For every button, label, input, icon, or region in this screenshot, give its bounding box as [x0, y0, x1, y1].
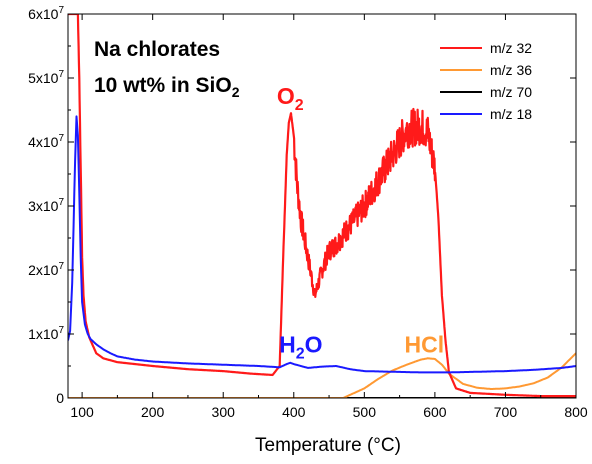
y-tick-label: 4x107 [28, 133, 64, 150]
y-tick-label: 5x107 [28, 69, 64, 86]
peak-label-tail: O [305, 331, 323, 357]
legend-label: m/z 18 [490, 106, 532, 122]
y-tick-label: 0 [56, 390, 64, 406]
x-tick-label: 100 [70, 404, 94, 420]
x-tick-label: 200 [141, 404, 165, 420]
y-tick-label-base: 3x10 [28, 198, 59, 214]
peak-label-base: O [277, 83, 295, 109]
series-line-m-z-36 [68, 352, 576, 398]
annotation-subtitle-base: 10 wt% in SiO [94, 74, 232, 97]
legend: m/z 32 m/z 36 m/z 70 m/z 18 [440, 40, 532, 122]
y-tick-label-base: 6x10 [28, 6, 59, 22]
y-tick-label-base: 4x10 [28, 134, 59, 150]
x-tick-label: 800 [564, 404, 588, 420]
y-tick-label: 6x107 [28, 5, 64, 22]
x-tick-label: 400 [282, 404, 306, 420]
y-tick-label-exponent: 7 [58, 69, 64, 80]
axes-group: 100 200 300 400 500 600 700 80001x1072x1073x107… [28, 5, 588, 420]
x-tick-label: 600 [423, 404, 447, 420]
y-tick-label-exponent: 7 [58, 261, 64, 272]
y-tick-label: 1x107 [28, 325, 64, 342]
series-group [68, 14, 576, 398]
y-tick-label-exponent: 7 [58, 325, 64, 336]
peak-label: O2 [277, 83, 304, 114]
x-tick-label: 500 [353, 404, 377, 420]
annotation-group: Na chlorates 10 wt% in SiO2 [94, 38, 240, 100]
y-tick-label: 2x107 [28, 261, 64, 278]
x-axis-label: Temperature (°C) [255, 435, 401, 456]
annotation-subtitle-subscript: 2 [232, 84, 240, 100]
y-tick-label-exponent: 7 [58, 197, 64, 208]
y-tick-label-base: 1x10 [28, 326, 59, 342]
peak-label: H2O [279, 331, 322, 362]
peak-label-base: HCl [404, 331, 444, 357]
peak-label-subscript: 2 [295, 97, 304, 114]
peak-label-subscript: 2 [296, 345, 305, 362]
y-tick-label: 3x107 [28, 197, 64, 214]
peak-label: HCl [404, 331, 444, 357]
x-tick-label: 300 [212, 404, 236, 420]
legend-label: m/z 32 [490, 40, 532, 56]
y-tick-label-base: 5x10 [28, 70, 59, 86]
series-line-m-z-18 [68, 115, 576, 374]
annotation-title: Na chlorates [94, 38, 220, 61]
x-tick-label: 700 [494, 404, 518, 420]
y-tick-label-exponent: 7 [58, 5, 64, 16]
y-tick-label-base: 2x10 [28, 262, 59, 278]
legend-label: m/z 36 [490, 62, 532, 78]
series-line-m-z-32 [68, 14, 576, 398]
y-tick-label-exponent: 7 [58, 133, 64, 144]
peak-label-base: H [279, 331, 296, 357]
annotation-subtitle: 10 wt% in SiO2 [94, 74, 240, 100]
legend-label: m/z 70 [490, 84, 532, 100]
y-tick-label-base: 0 [56, 390, 64, 406]
